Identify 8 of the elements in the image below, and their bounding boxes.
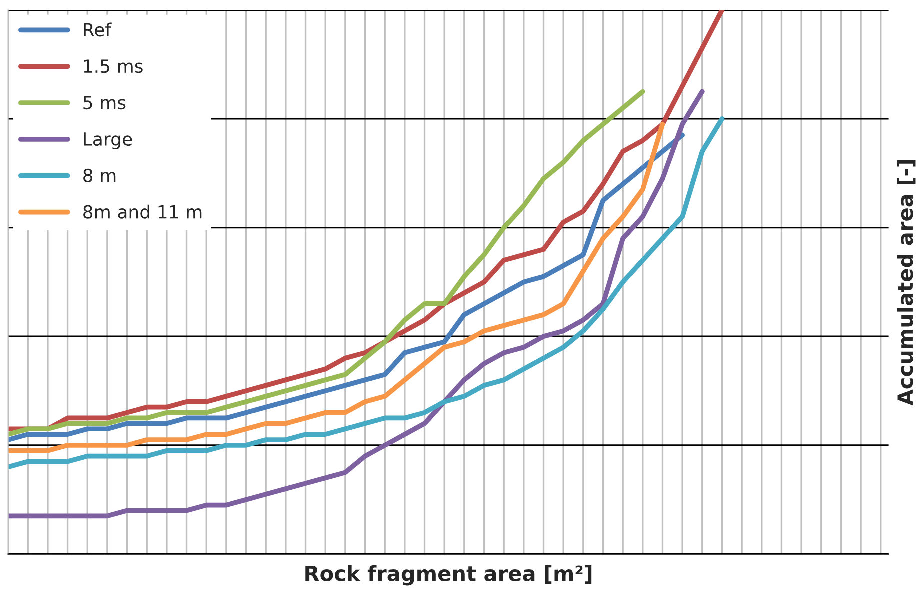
legend-label: 8 m	[84, 168, 116, 182]
legend-label: 1.5 ms	[84, 60, 143, 74]
legend-label: 5 ms	[84, 96, 126, 110]
x-axis-title: Rock fragment area [m²]	[306, 565, 592, 586]
legend-label: 8m and 11 m	[84, 204, 202, 219]
legend-label: Large	[84, 132, 132, 150]
legend-label: Ref	[84, 22, 112, 37]
y-axis-title: Accumulated area [-]	[897, 160, 916, 406]
